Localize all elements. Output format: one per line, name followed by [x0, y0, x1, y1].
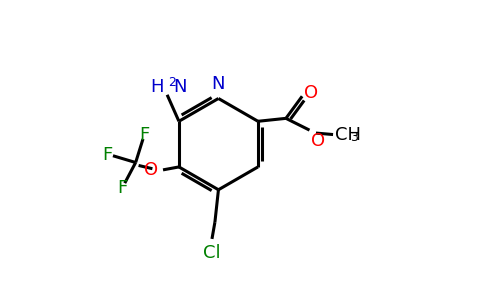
Text: 3: 3 — [350, 131, 358, 144]
Text: H: H — [151, 78, 164, 96]
Text: CH: CH — [334, 125, 361, 143]
Text: O: O — [311, 132, 325, 150]
Text: F: F — [103, 146, 113, 164]
Text: O: O — [144, 161, 158, 179]
Text: Cl: Cl — [203, 244, 221, 262]
Text: N: N — [174, 78, 187, 96]
Text: 2: 2 — [168, 76, 177, 89]
Text: F: F — [139, 125, 150, 143]
Text: F: F — [117, 178, 127, 196]
Text: N: N — [212, 75, 225, 93]
Text: O: O — [304, 84, 318, 102]
